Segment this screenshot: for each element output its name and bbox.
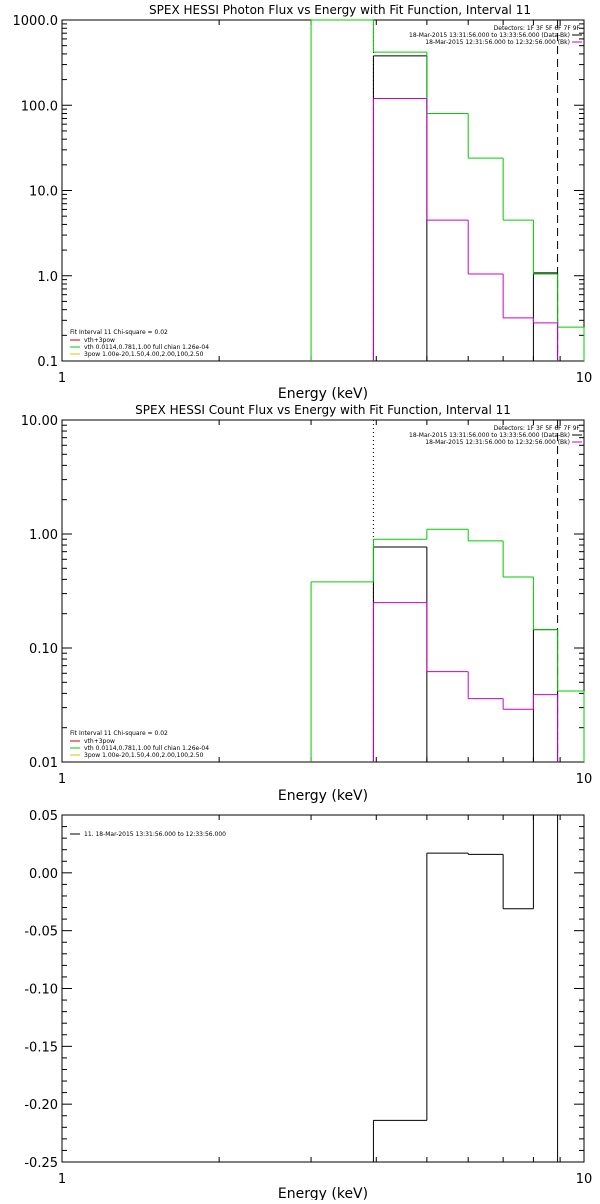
photon-flux-ytick-label: 10.0 (29, 185, 58, 200)
count-flux-ytick-label: 1.00 (29, 528, 58, 543)
photon-flux-axes-frame (61, 19, 585, 362)
photon-flux-legend-line-1: 18-Mar-2015 13:31:56.000 to 13:33:56.000… (409, 32, 570, 39)
residual-axes-frame (61, 814, 585, 1163)
photon-flux-panel: SPEX HESSI Photon Flux vs Energy with Fi… (13, 3, 593, 402)
count-flux-axes-frame (61, 419, 585, 763)
photon-flux-series-0 (372, 55, 559, 361)
photon-flux-fit-legend-0: Fit Interval 11 Chi-square = 0.02 (70, 329, 168, 336)
residual-y-ticks: -0.25 -0.20 -0.15 -0.10 -0.05 0.00 0.05 (24, 809, 584, 1171)
count-flux-xlabel: Energy (keV) (278, 788, 368, 804)
residual-xtick-label: 10 (576, 1172, 593, 1187)
photon-flux-legend-line-2: 18-Mar-2015 12:31:56.000 to 12:32:56.000… (425, 39, 570, 46)
residual-ytick-label: 0.05 (29, 809, 58, 824)
photon-flux-series-1 (310, 19, 585, 361)
count-flux-fit-legend-2: vth 0.0114,0.781,1.00 full chian 1.26e-0… (84, 745, 209, 752)
count-flux-legend-line-1: 18-Mar-2015 13:31:56.000 to 13:33:56.000… (409, 432, 570, 439)
residual-panel: -0.25 -0.20 -0.15 -0.10 -0.05 0.00 0.05 1 10 En… (24, 809, 592, 1202)
photon-flux-series-2 (372, 97, 559, 361)
residual-legend-line-0: 11. 18-Mar-2015 13:31:56.000 to 12:33:56… (84, 831, 226, 838)
residual-xtick-label: 1 (58, 1172, 66, 1187)
count-flux-title: SPEX HESSI Count Flux vs Energy with Fit… (135, 403, 511, 417)
photon-flux-fit-legend-3: 3pow 1.00e-20,1.50,4.00,2.00,100,2.50 (84, 351, 204, 358)
count-flux-markers (372, 420, 559, 762)
photon-flux-ytick-label: 1000.0 (13, 14, 59, 29)
residual-ytick-label: -0.20 (24, 1098, 58, 1113)
residual-series-0 (372, 814, 559, 1162)
residual-ytick-label: 0.00 (29, 867, 58, 882)
count-flux-ytick-label: 0.10 (29, 642, 58, 657)
count-flux-legend-line-0: Detectors: 1F 3F 5F 6F 7F 9F (494, 425, 581, 432)
photon-flux-fit-legend-1: vth+3pow (84, 337, 115, 344)
count-flux-xtick-label: 1 (58, 772, 66, 787)
count-flux-ytick-label: 0.01 (29, 756, 58, 771)
count-flux-series-0 (372, 546, 559, 762)
residual-x-ticks: 1 10 (58, 815, 592, 1187)
photon-flux-ytick-label: 100.0 (21, 99, 58, 114)
residual-ytick-label: -0.15 (24, 1040, 58, 1055)
photon-flux-markers (372, 20, 559, 361)
residual-ytick-label: -0.05 (24, 925, 58, 940)
photon-flux-title: SPEX HESSI Photon Flux vs Energy with Fi… (149, 3, 531, 17)
count-flux-panel: SPEX HESSI Count Flux vs Energy with Fit… (21, 403, 592, 804)
photon-flux-xtick-label: 10 (576, 371, 593, 386)
residual-series (372, 814, 559, 1162)
photon-flux-ytick-label: 1.0 (37, 270, 58, 285)
photon-flux-ytick-label: 0.1 (37, 355, 58, 370)
photon-flux-y-ticks: 0.1 1.0 10.0 100.0 1000.0 (13, 14, 584, 370)
count-flux-series-2 (372, 602, 559, 762)
count-flux-xtick-label: 10 (576, 772, 593, 787)
count-flux-fit-legend-1: vth+3pow (84, 738, 115, 745)
count-flux-ytick-label: 10.00 (21, 414, 58, 429)
count-flux-fit-legend-3: 3pow 1.00e-20,1.50,4.00,2.00,100,2.50 (84, 752, 204, 759)
photon-flux-series (310, 19, 585, 361)
residual-xlabel: Energy (keV) (278, 1186, 368, 1200)
count-flux-series-1 (310, 528, 585, 762)
count-flux-legend-line-2: 18-Mar-2015 12:31:56.000 to 12:32:56.000… (425, 439, 570, 446)
residual-ytick-label: -0.25 (24, 1156, 58, 1171)
count-flux-y-ticks: 0.01 0.10 1.00 10.00 (21, 414, 584, 771)
photon-flux-xlabel: Energy (keV) (278, 386, 368, 402)
count-flux-fit-legend-0: Fit Interval 11 Chi-square = 0.02 (70, 730, 168, 737)
photon-flux-xtick-label: 1 (58, 371, 66, 386)
count-flux-series (310, 528, 585, 762)
photon-flux-fit-legend-2: vth 0.0114,0.781,1.00 full chian 1.26e-0… (84, 344, 209, 351)
residual-ytick-label: -0.10 (24, 983, 58, 998)
photon-flux-legend-line-0: Detectors: 1F 3F 5F 6F 7F 9F (494, 25, 581, 32)
